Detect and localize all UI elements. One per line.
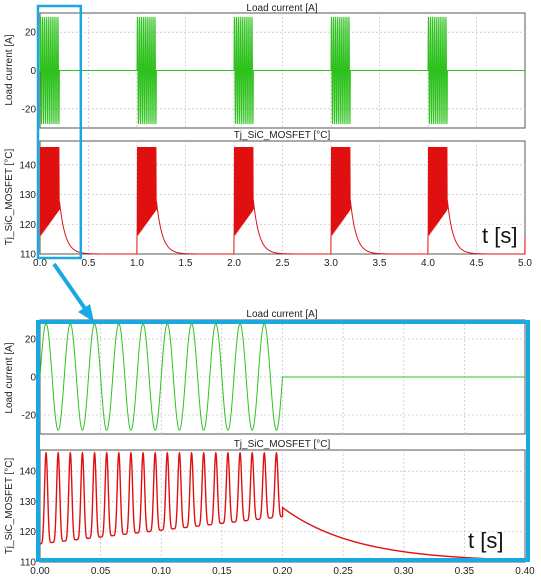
series-line [39, 451, 526, 561]
y-tick-label: 120 [19, 220, 36, 231]
title-tj-zoom: Tj_SiC_MOSFET [°C] [234, 439, 331, 450]
x-tick-label: 0.10 [152, 566, 172, 577]
x-tick-label: 1.5 [179, 258, 193, 269]
zoom-panel-frame [36, 320, 530, 562]
y-tick-label: -20 [22, 411, 37, 422]
x-tick-label: 1.0 [130, 258, 144, 269]
x-tick-label: 0.30 [394, 566, 414, 577]
x-tick-label: 3.0 [324, 258, 338, 269]
y-tick-label: 130 [19, 190, 36, 201]
x-tick-label: 4.5 [470, 258, 484, 269]
time-unit-annotation-overview: t [s] [482, 223, 517, 248]
panel-1-marks: 110 120 130 140 [19, 141, 526, 261]
x-tick-label: 0.40 [515, 566, 535, 577]
series-line [39, 146, 526, 255]
x-tick-label: 0.5 [82, 258, 96, 269]
x-tick-label: 0.20 [273, 566, 293, 577]
series-line [39, 16, 525, 125]
y-tick-label: 0 [30, 373, 36, 384]
y-tick-label: 110 [20, 558, 36, 569]
y-tick-label: 130 [19, 497, 36, 508]
title-load-current-zoom: Load current [A] [246, 309, 317, 320]
y-tick-label: 110 [20, 250, 36, 261]
title-load-current-overview: Load current [A] [246, 3, 317, 14]
x-tick-label: 3.5 [373, 258, 387, 269]
ylabel-load-current-overview: Load current [A] [4, 34, 15, 105]
y-tick-label: 140 [19, 160, 36, 171]
x-tick-label: 0.0 [33, 258, 47, 269]
x-tick-label: 0.25 [333, 566, 353, 577]
x-tick-label: 0.15 [212, 566, 232, 577]
zoom-arrow-shaft [52, 262, 88, 312]
y-tick-label: 20 [25, 28, 37, 39]
x-tick-label: 0.00 [30, 566, 50, 577]
x-tick-label: 0.05 [91, 566, 111, 577]
title-tj-overview: Tj_SiC_MOSFET [°C] [234, 130, 331, 141]
y-tick-label: -20 [22, 104, 37, 115]
x-tick-label: 0.35 [455, 566, 475, 577]
ylabel-load-current-zoom: Load current [A] [4, 342, 15, 413]
ylabel-tj-overview: Tj_SiC_MOSFET [°C] [4, 148, 15, 245]
y-tick-label: 0 [30, 66, 36, 77]
ylabel-tj-zoom: Tj_SiC_MOSFET [°C] [4, 457, 15, 554]
series-line [39, 323, 525, 431]
panel-0-marks: -20 0 20 [22, 13, 525, 128]
panel-2-marks: -20 0 20 [22, 320, 525, 434]
y-tick-label: 120 [19, 527, 36, 538]
x-tick-label: 5.0 [518, 258, 532, 269]
y-tick-label: 20 [25, 335, 37, 346]
x-tick-label: 4.0 [421, 258, 435, 269]
zoom-arrow-head [78, 304, 94, 322]
time-unit-annotation-zoom: t [s] [468, 528, 503, 553]
panel-3-marks: 110 120 130 140 [19, 450, 526, 569]
x-tick-label: 2.0 [227, 258, 241, 269]
x-tick-label: 2.5 [276, 258, 290, 269]
y-tick-label: 140 [19, 467, 36, 478]
zoom-region-highlight [36, 4, 83, 260]
